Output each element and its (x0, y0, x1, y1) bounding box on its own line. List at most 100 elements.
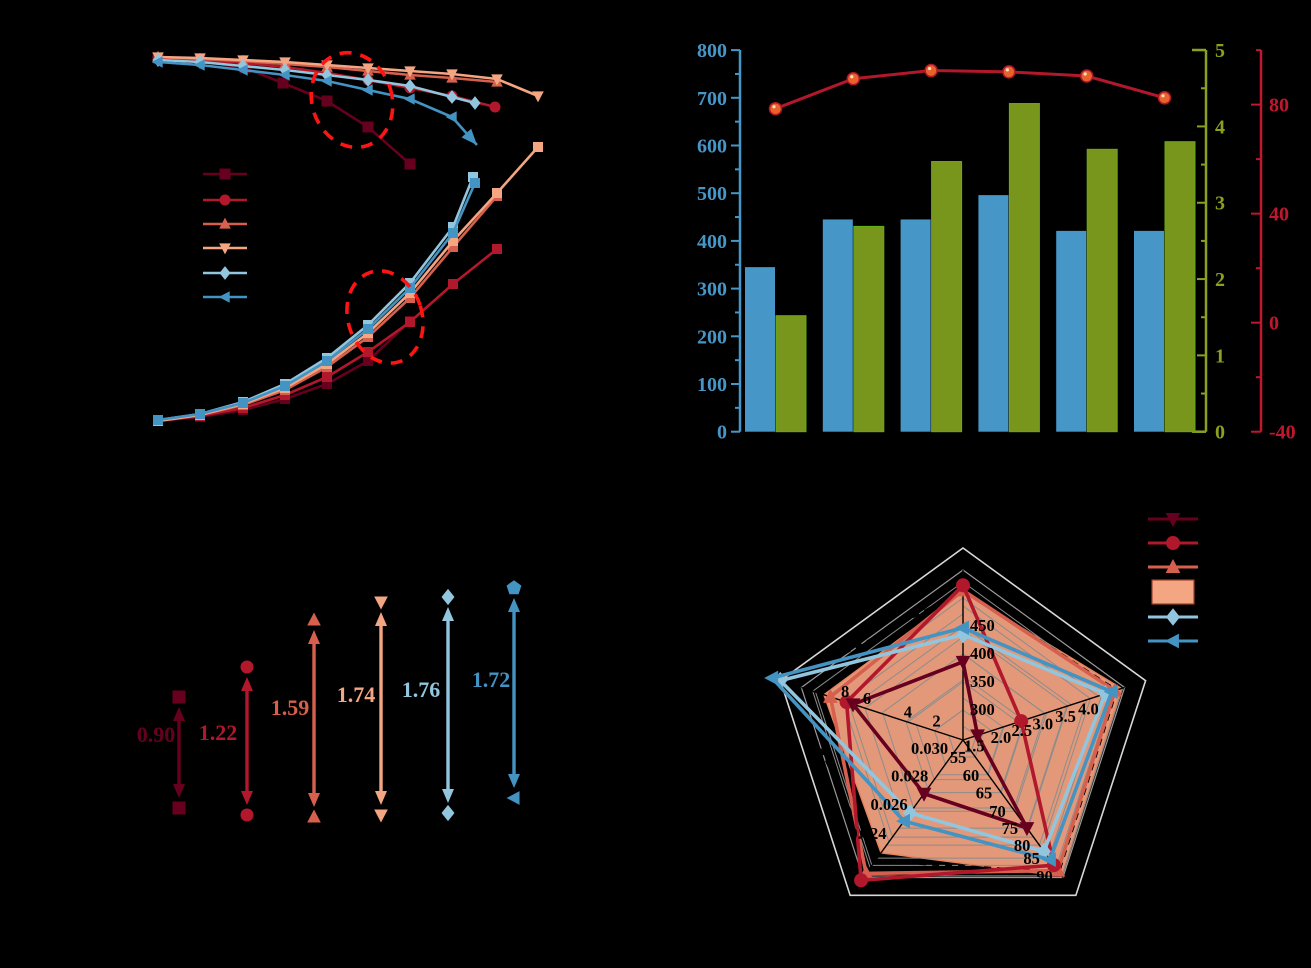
range-value-label: 1.76 (402, 677, 441, 702)
upper-3-marker (491, 74, 503, 86)
lower-1-line (157, 247, 498, 423)
lower-1-marker (363, 347, 373, 357)
upper-3-marker (279, 57, 291, 69)
green-axis-tick-label: 5 (1215, 40, 1225, 62)
red-axis-tick-label: 80 (1269, 95, 1289, 117)
legend-triangle-up-marker (219, 217, 231, 229)
lower-3-marker (492, 188, 502, 198)
radar-tick-top: 450 (970, 616, 995, 635)
radar-tick-upper-right: 3.5 (1055, 707, 1076, 726)
red-polygon (844, 583, 1056, 883)
green-axis-tick-label: 3 (1215, 193, 1225, 215)
radar-tick-upper-left: 4 (904, 702, 912, 721)
blue-bar-5 (1056, 230, 1087, 432)
radar-series-steelblue (764, 620, 1118, 868)
upper-0-marker (277, 77, 289, 89)
radar-spoke-upper-right (962, 686, 1125, 741)
steelblue-marker (895, 813, 910, 829)
upper-5-marker (193, 59, 205, 71)
lightblue-polygon (778, 632, 1108, 854)
panel-a-lower-power-1 (153, 316, 415, 426)
range-value-label: 1.59 (271, 695, 310, 720)
left-axis-tick-label: 700 (697, 88, 727, 110)
legend-diamond-marker (219, 266, 231, 280)
green-axis-tick-label: 1 (1215, 345, 1225, 367)
radar-tick-lower-right: 85 (1023, 849, 1040, 868)
radar-tick-top: 400 (970, 644, 995, 663)
lower-5-marker (238, 398, 248, 408)
blue-bar-6 (1134, 230, 1164, 432)
legend-triangle-down-marker (219, 243, 231, 255)
red-line-dot (1157, 91, 1172, 105)
dot-highlight (850, 75, 854, 79)
outer-pentagon (779, 547, 1147, 897)
arrowhead-up (508, 598, 520, 612)
red-marker (956, 578, 970, 593)
left-axis-tick-label: 800 (697, 40, 727, 62)
blue-bar-2 (822, 219, 853, 432)
upper-5-marker (320, 75, 332, 87)
bottom-marker (307, 809, 321, 823)
steelblue-polygon (770, 625, 1114, 862)
lower-4-marker (468, 172, 478, 182)
legend-circle-marker (1166, 536, 1180, 550)
highlight-ellipse-1 (309, 50, 395, 150)
upper-3-marker (446, 69, 458, 81)
upper-4-marker (362, 73, 374, 87)
bottom-marker (240, 808, 254, 822)
green-bar-6 (1164, 141, 1196, 433)
arrowhead-down (308, 793, 320, 807)
radar-tick-upper-right: 2.5 (1012, 721, 1033, 740)
arrowhead-down (508, 774, 520, 788)
panel-b-bars (745, 103, 1196, 433)
arrowhead-down (241, 791, 253, 805)
green-bar-1 (775, 315, 807, 433)
panel-d-legend (1148, 513, 1198, 649)
lower-0-marker (322, 379, 332, 389)
radar-tick-lower-right: 80 (1014, 836, 1031, 855)
steelblue-marker (764, 670, 779, 686)
upper-5-marker (361, 84, 373, 96)
bottom-marker (172, 801, 186, 815)
maroon-marker (955, 655, 971, 670)
legend-triangle-up-marker (1165, 558, 1181, 573)
red-line-dot (846, 71, 861, 86)
steelblue-marker (1041, 852, 1056, 868)
maroon-polygon (851, 659, 1029, 830)
red-line-dot (924, 63, 938, 78)
lower-5-marker (363, 324, 373, 334)
legend-square-marker (219, 168, 231, 180)
range-value-label: 1.72 (472, 667, 511, 692)
panel-a-lower-power-2 (153, 244, 502, 426)
upper-3-marker (404, 66, 416, 78)
top-marker (307, 612, 321, 626)
arrowhead-up (173, 707, 185, 721)
lower-5-marker (280, 381, 290, 391)
panel-a-lower-power-6 (153, 178, 480, 425)
panel-a-line-chart (151, 50, 544, 426)
radar-tick-lower-left: 0.028 (891, 767, 928, 786)
red-marker (854, 873, 869, 888)
arrowhead-up (442, 607, 454, 621)
radar-tick-upper-left: 8 (841, 682, 849, 701)
legend-triangle-left-marker (218, 291, 230, 303)
steelblue-marker (954, 620, 969, 636)
lower-3-marker (448, 236, 458, 246)
arrowhead-down (173, 784, 185, 798)
dot-highlight (1083, 72, 1087, 76)
green-axis-tick-label: 2 (1215, 269, 1225, 291)
green-axis-tick-label: 0 (1215, 422, 1225, 444)
legend-triangle-left-marker (1164, 633, 1179, 649)
left-axis-tick-label: 300 (697, 279, 727, 301)
arrowhead-up (375, 612, 387, 626)
red-line-dot (1079, 69, 1094, 83)
range-arrow-1: 0.90 (137, 690, 186, 815)
panel-b-left-axis: 0 100 200 300 400 500 600 700 800 (697, 40, 742, 444)
maroon-marker (1019, 822, 1035, 837)
legend-area-swatch (1151, 579, 1195, 605)
radar-tick-lower-right: 55 (950, 748, 967, 767)
red-line-dot (768, 101, 783, 116)
upper-0-marker (404, 158, 416, 170)
